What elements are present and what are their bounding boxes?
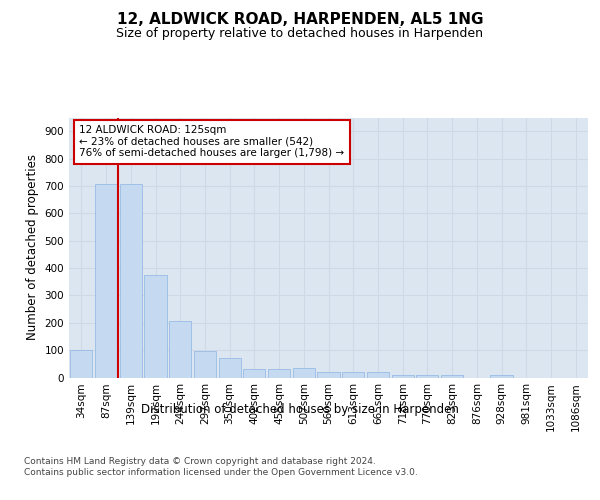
Bar xyxy=(243,370,265,378)
Bar xyxy=(268,370,290,378)
Bar xyxy=(392,375,414,378)
Bar xyxy=(70,350,92,378)
Bar xyxy=(145,275,167,378)
Bar xyxy=(490,376,512,378)
Text: Distribution of detached houses by size in Harpenden: Distribution of detached houses by size … xyxy=(141,402,459,415)
Text: 12, ALDWICK ROAD, HARPENDEN, AL5 1NG: 12, ALDWICK ROAD, HARPENDEN, AL5 1NG xyxy=(117,12,483,28)
Bar xyxy=(416,375,439,378)
Text: Size of property relative to detached houses in Harpenden: Size of property relative to detached ho… xyxy=(116,28,484,40)
Bar xyxy=(367,372,389,378)
Bar xyxy=(317,372,340,378)
Bar xyxy=(218,358,241,378)
Text: 12 ALDWICK ROAD: 125sqm
← 23% of detached houses are smaller (542)
76% of semi-d: 12 ALDWICK ROAD: 125sqm ← 23% of detache… xyxy=(79,126,344,158)
Bar xyxy=(194,351,216,378)
Bar xyxy=(95,184,117,378)
Bar xyxy=(441,375,463,378)
Bar xyxy=(293,368,315,378)
Y-axis label: Number of detached properties: Number of detached properties xyxy=(26,154,39,340)
Bar xyxy=(119,184,142,378)
Bar xyxy=(169,321,191,378)
Text: Contains HM Land Registry data © Crown copyright and database right 2024.
Contai: Contains HM Land Registry data © Crown c… xyxy=(24,458,418,477)
Bar xyxy=(342,372,364,378)
